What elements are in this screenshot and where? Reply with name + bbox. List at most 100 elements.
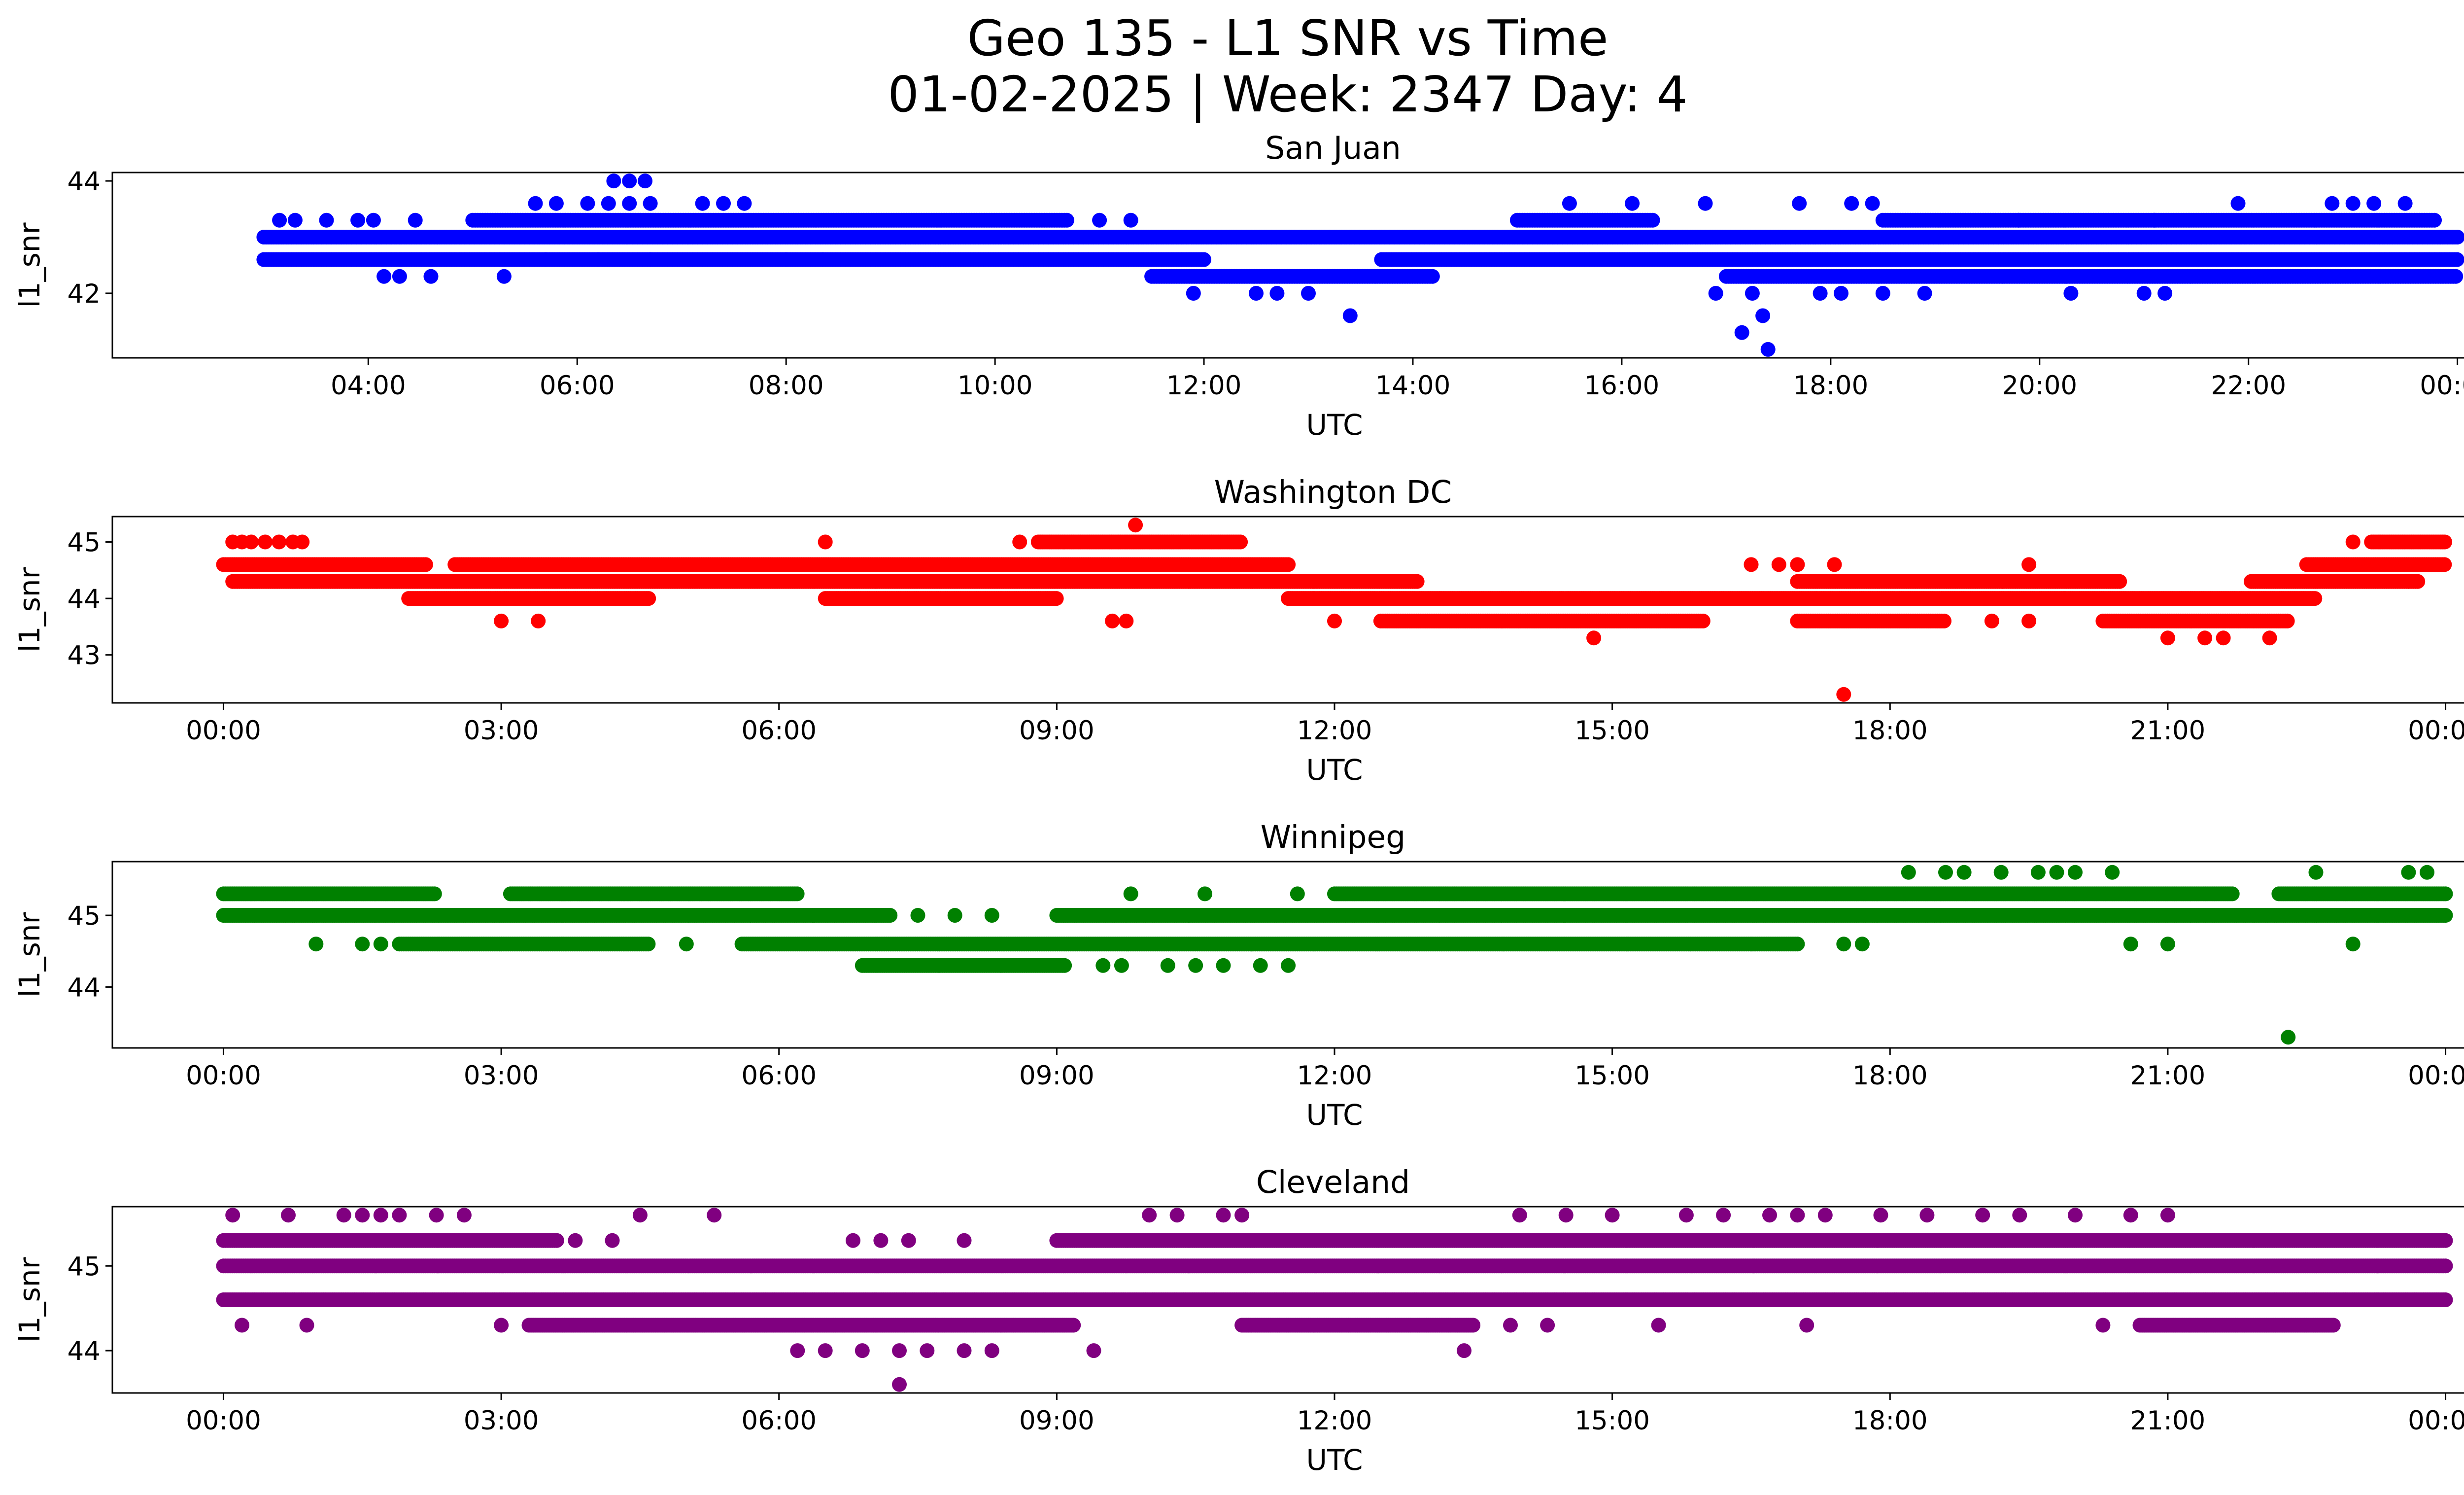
data-point <box>2449 252 2464 267</box>
data-point <box>1092 212 1107 228</box>
data-point <box>1917 286 1932 301</box>
data-point <box>1875 286 1890 301</box>
data-point <box>1844 196 1859 211</box>
data-point <box>272 212 287 228</box>
data-point <box>1755 308 1771 323</box>
x-tick-label: 08:00 <box>749 371 824 401</box>
data-point <box>1760 342 1776 357</box>
y-tick-label: 44 <box>68 167 101 197</box>
data-point <box>1342 308 1358 323</box>
data-point <box>1625 196 1640 211</box>
data-point <box>1249 286 1264 301</box>
data-point <box>2157 286 2173 301</box>
data-point <box>1834 286 1848 301</box>
data-point <box>376 269 392 284</box>
data-point <box>423 269 439 284</box>
data-point <box>528 196 543 211</box>
x-tick-label: 18:00 <box>1793 371 1868 401</box>
data-point <box>418 557 433 572</box>
data-point <box>1049 591 1064 606</box>
x-tick-label: 06:00 <box>540 371 615 401</box>
data-point <box>2325 196 2340 211</box>
data-point <box>2063 286 2079 301</box>
data-point <box>1269 286 1285 301</box>
subplot-title: Washington DC <box>1214 474 1452 510</box>
data-point <box>1792 196 1807 211</box>
data-point <box>2011 212 2026 228</box>
figure-title-line-1: Geo 135 - L1 SNR vs Time <box>967 9 1608 67</box>
x-tick-label: 14:00 <box>1375 371 1451 401</box>
data-point <box>601 196 616 211</box>
data-point <box>1698 196 1713 211</box>
data-point <box>1281 557 1296 572</box>
data-point <box>1865 196 1880 211</box>
data-point <box>606 174 621 189</box>
data-point <box>2147 212 2162 228</box>
data-point <box>319 212 334 228</box>
data-point <box>641 591 656 606</box>
data-point <box>287 212 303 228</box>
data-point <box>716 196 731 211</box>
data-point <box>643 252 658 267</box>
data-point <box>2280 613 2295 628</box>
data-point <box>1409 574 1425 589</box>
data-point <box>1937 613 1951 628</box>
data-point <box>2448 269 2464 284</box>
data-point <box>1734 325 1749 340</box>
x-tick-label: 22:00 <box>2211 371 2286 401</box>
x-axis-label: UTC <box>1306 408 1363 442</box>
data-point <box>2136 286 2152 301</box>
data-point <box>2427 212 2442 228</box>
figure-title-line-2: 01-02-2025 | Week: 2347 Day: 4 <box>888 66 1687 123</box>
scatter-points <box>256 174 2464 357</box>
data-point <box>2230 196 2246 211</box>
data-point <box>580 196 595 211</box>
x-tick-label: 10:00 <box>958 371 1033 401</box>
data-point <box>737 196 752 211</box>
data-point <box>1197 252 1211 267</box>
data-point <box>2437 557 2452 572</box>
data-point <box>366 212 381 228</box>
data-point <box>496 269 512 284</box>
data-point <box>1562 196 1577 211</box>
x-tick-label: 12:00 <box>1166 371 1242 401</box>
y-axis-label: l1_snr <box>13 222 46 308</box>
axes-frame <box>111 172 2464 359</box>
data-point <box>538 252 553 267</box>
data-point <box>1425 269 1440 284</box>
axis-ticks: 04:00 06:00 08:00 10:00 12:00 14:00 16:00 18:00… <box>68 167 2464 401</box>
scatter-points <box>216 518 2452 702</box>
data-point <box>2345 196 2361 211</box>
data-point <box>1695 613 1711 628</box>
data-point <box>1186 286 1201 301</box>
data-point <box>643 196 658 211</box>
x-tick-label: 16:00 <box>1584 371 1660 401</box>
data-point <box>1813 286 1828 301</box>
subplot-washington-dc: Washington DC 00:00 03:00 06:00 09:00 12:00 1… <box>13 474 2464 787</box>
data-point <box>2450 230 2464 244</box>
data-point <box>548 196 564 211</box>
x-tick-label: 20:00 <box>2002 371 2077 401</box>
y-tick-label: 42 <box>68 279 101 309</box>
data-point <box>815 252 830 267</box>
subplot-title: San Juan <box>1265 130 1401 166</box>
data-point <box>392 269 407 284</box>
data-point <box>779 252 794 267</box>
data-point <box>638 174 652 189</box>
data-point <box>590 252 606 267</box>
data-point <box>622 196 637 211</box>
data-point <box>695 196 710 211</box>
data-point <box>1645 212 1660 228</box>
x-tick-label: 04:00 <box>331 371 406 401</box>
data-point <box>1123 212 1138 228</box>
x-tick-label: 00:00 <box>2420 371 2464 401</box>
data-point <box>408 212 423 228</box>
data-point <box>350 212 366 228</box>
data-point <box>2397 196 2413 211</box>
data-point <box>2307 591 2323 606</box>
data-point <box>1301 286 1316 301</box>
data-point <box>1059 212 1074 228</box>
data-point <box>622 174 637 189</box>
data-point <box>2366 196 2382 211</box>
